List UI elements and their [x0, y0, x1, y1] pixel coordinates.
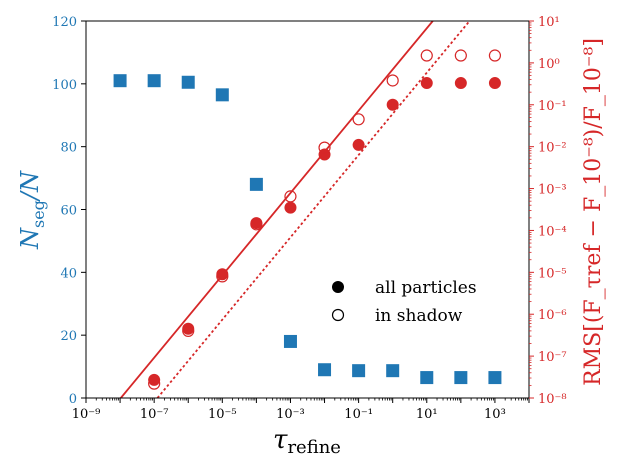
all-particles-point — [386, 98, 399, 111]
all-particles-point — [216, 268, 229, 281]
all-particles-point — [454, 77, 467, 90]
all-particles-point — [284, 201, 297, 214]
in-shadow-point — [386, 74, 399, 87]
y-right-tick-label: 10⁻² — [538, 141, 567, 156]
y-right-tick-label: 10⁻⁸ — [538, 392, 567, 407]
y-left-axis-title: Nseg/N — [16, 170, 48, 250]
y-right-axis-title: RMS[(F_τref − F_10⁻⁸)/F_10⁻⁸] — [581, 38, 606, 386]
all-particles-point — [352, 138, 365, 151]
segment-count-point — [181, 75, 195, 89]
x-axis-title: τrefine — [273, 425, 341, 458]
legend: all particles in shadow — [331, 278, 477, 326]
in-shadow-point — [148, 377, 161, 390]
in-shadow-point — [216, 270, 229, 283]
y-left-tick-label: 40 — [60, 266, 77, 281]
y-right-tick-label: 10⁻³ — [538, 183, 567, 198]
y-left-tick-label: 60 — [60, 204, 77, 219]
in-shadow-point — [454, 49, 467, 62]
fit-lines — [120, 21, 471, 398]
in-shadow-point — [318, 141, 331, 154]
legend-label: all particles — [375, 278, 477, 298]
axis-titles: τrefine Nseg/N RMS[(F_τref − F_10⁻⁸)/F_10⁻… — [16, 38, 606, 458]
dotted-fit-line — [156, 21, 471, 398]
axis-ticks: 10⁻⁹ 10⁻⁷ 10⁻⁵ 10⁻³ 10⁻¹ 10¹ 10³ 0 20 40 60 80 100 12… — [52, 15, 566, 422]
x-tick-label: 10⁻³ — [276, 407, 305, 422]
y-right-tick-label: 10¹ — [538, 15, 560, 30]
in-shadow-point — [420, 49, 433, 62]
all-particles-point — [488, 77, 501, 90]
y-left-tick-label: 0 — [69, 392, 77, 407]
segment-count-point — [113, 74, 127, 88]
segment-count-point — [147, 74, 161, 88]
y-left-tick-label: 20 — [60, 329, 77, 344]
segment-count-point — [386, 364, 400, 378]
legend-marker-open — [331, 308, 345, 322]
all-particles-point — [420, 77, 433, 90]
x-tick-label: 10⁻¹ — [344, 407, 373, 422]
segment-count-point — [283, 334, 297, 348]
solid-fit-line — [120, 21, 434, 398]
data-points — [113, 49, 502, 390]
all-particles-point — [182, 322, 195, 335]
y-right-tick-label: 10⁻⁶ — [538, 308, 567, 323]
x-tick-label: 10³ — [484, 407, 506, 422]
in-shadow-point — [182, 324, 195, 337]
x-tick-label: 10¹ — [416, 407, 438, 422]
in-shadow-point — [250, 218, 263, 231]
all-particles-point — [148, 373, 161, 386]
segment-count-point — [454, 371, 468, 385]
segment-count-point — [352, 364, 366, 378]
y-left-tick-label: 100 — [52, 78, 77, 93]
y-right-tick-label: 10⁰ — [538, 57, 560, 72]
segment-count-point — [420, 371, 434, 385]
segment-count-point — [488, 371, 502, 385]
y-left-tick-label: 80 — [60, 141, 77, 156]
x-tick-label: 10⁻⁷ — [140, 407, 169, 422]
segment-count-point — [318, 363, 332, 377]
y-right-tick-label: 10⁻¹ — [538, 99, 567, 114]
x-tick-label: 10⁻⁹ — [72, 407, 101, 422]
legend-marker-filled — [332, 281, 344, 293]
in-shadow-point — [352, 113, 365, 126]
in-shadow-point — [488, 49, 502, 62]
y-right-tick-label: 10⁻⁵ — [538, 266, 567, 281]
y-right-tick-label: 10⁻⁴ — [538, 224, 567, 239]
in-shadow-point — [284, 190, 297, 203]
segment-count-point — [249, 177, 263, 191]
x-tick-label: 10⁻⁵ — [208, 407, 237, 422]
legend-label: in shadow — [375, 306, 463, 326]
y-right-tick-label: 10⁻⁷ — [538, 350, 567, 365]
y-left-tick-label: 120 — [52, 15, 77, 30]
segment-count-point — [215, 88, 229, 102]
